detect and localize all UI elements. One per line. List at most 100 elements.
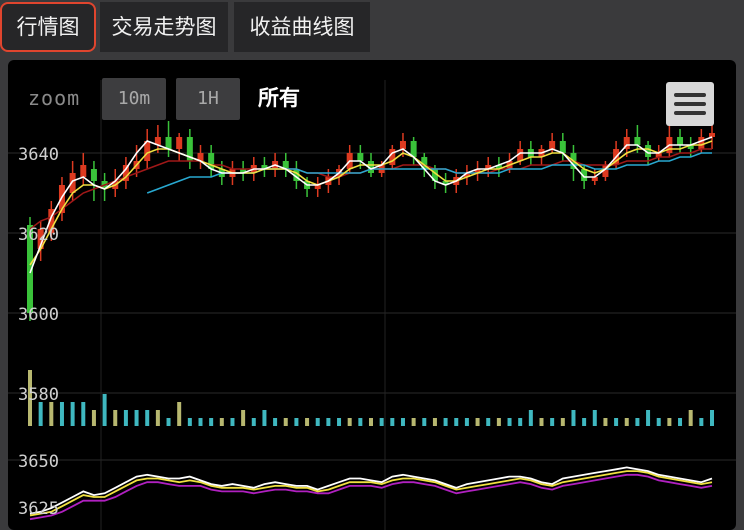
candles-group xyxy=(27,121,715,321)
candle-body xyxy=(559,141,566,153)
volume-bar xyxy=(38,402,43,426)
candle-body xyxy=(154,137,161,145)
volume-bar xyxy=(454,418,459,426)
candle-body xyxy=(58,185,65,213)
candle-body xyxy=(368,161,374,173)
volume-bar xyxy=(251,418,256,426)
candle-body xyxy=(581,169,588,181)
volume-bar xyxy=(475,418,480,426)
volume-bar xyxy=(358,418,363,426)
zoom-all-button[interactable]: 所有 xyxy=(258,86,300,110)
volume-bar xyxy=(198,418,203,426)
volume-bar xyxy=(283,418,288,426)
candle-body xyxy=(677,137,684,145)
volume-bar xyxy=(592,410,597,426)
candle-body xyxy=(90,169,97,181)
volume-bar xyxy=(166,418,171,426)
candle-body xyxy=(261,165,268,169)
volume-bar xyxy=(145,410,150,426)
candle-body xyxy=(645,145,652,157)
volume-bar xyxy=(305,418,310,426)
volume-bar xyxy=(432,418,437,426)
volume-bar xyxy=(496,418,501,426)
candle-body xyxy=(709,133,715,137)
volume-bar xyxy=(294,418,299,426)
volume-bar xyxy=(390,418,395,426)
volume-bar xyxy=(369,418,373,426)
volume-bar xyxy=(49,402,54,426)
zoom-label: zoom xyxy=(28,86,81,110)
volume-bar xyxy=(91,410,96,426)
volume-bar xyxy=(635,418,640,426)
tab-market-chart[interactable]: 行情图 xyxy=(0,2,96,52)
volume-bar xyxy=(262,410,267,426)
candle-body xyxy=(634,137,641,145)
tab-bar: 行情图 交易走势图 收益曲线图 xyxy=(0,0,744,54)
volume-bar xyxy=(560,418,565,426)
candle-body xyxy=(186,137,193,161)
volume-bar xyxy=(241,410,246,426)
candle-body xyxy=(442,181,449,185)
volume-bar xyxy=(539,418,544,426)
candle-body xyxy=(208,153,215,169)
volume-bar xyxy=(507,418,512,426)
candle-body xyxy=(549,141,556,149)
candle-body xyxy=(421,157,428,169)
candle-body xyxy=(122,165,129,181)
indicator-purple-line xyxy=(29,473,713,521)
volume-bar xyxy=(113,410,118,426)
candle-body xyxy=(293,169,300,181)
volume-bar xyxy=(102,394,107,426)
candle-body xyxy=(197,153,204,161)
candlestick-chart[interactable]: 3640 3620 3600 3580 3650 3625 xyxy=(8,60,736,530)
tab-profit-curve[interactable]: 收益曲线图 xyxy=(234,2,370,52)
candle-body xyxy=(495,165,502,169)
tab-trade-trend[interactable]: 交易走势图 xyxy=(100,2,228,52)
volume-bar xyxy=(28,370,32,426)
candle-body xyxy=(485,165,492,169)
volume-bar xyxy=(571,410,576,426)
candle-body xyxy=(463,173,470,177)
volume-bar xyxy=(582,418,587,426)
volume-bar xyxy=(59,402,64,426)
volume-bar xyxy=(273,418,278,426)
volume-bars xyxy=(28,370,714,426)
volume-bar xyxy=(347,418,352,426)
volume-bar xyxy=(315,418,320,426)
candle-body xyxy=(357,153,364,161)
candle-body xyxy=(69,173,76,193)
volume-bar xyxy=(177,402,182,426)
volume-bar xyxy=(518,418,523,426)
volume-bar xyxy=(688,410,693,426)
zoom-1h-button[interactable]: 1H xyxy=(176,78,240,120)
volume-bar xyxy=(603,418,608,426)
volume-bar xyxy=(123,410,128,426)
indicator-tick-label: 3625 xyxy=(18,499,59,519)
volume-bar xyxy=(337,418,342,426)
volume-bar xyxy=(411,418,416,426)
indicator-lines xyxy=(29,466,713,521)
volume-bar xyxy=(155,410,160,426)
candle-body xyxy=(48,209,55,233)
candle-body xyxy=(399,141,406,149)
volume-bar xyxy=(81,402,86,426)
volume-bar xyxy=(379,418,384,426)
volume-bar xyxy=(550,418,555,426)
volume-bar xyxy=(614,418,619,426)
volume-bar xyxy=(209,418,214,426)
volume-bar xyxy=(134,410,139,426)
volume-bar xyxy=(646,410,651,426)
volume-bar xyxy=(528,410,533,426)
moving-average-lines xyxy=(29,136,713,274)
volume-bar xyxy=(678,418,683,426)
volume-bar xyxy=(422,418,427,426)
volume-bar xyxy=(219,418,224,426)
candle-body xyxy=(410,141,417,157)
price-tick-label: 3600 xyxy=(18,305,59,325)
hamburger-menu-icon[interactable] xyxy=(666,82,714,126)
candle-body xyxy=(655,153,662,157)
candle-body xyxy=(602,165,609,177)
zoom-10m-button[interactable]: 10m xyxy=(102,78,166,120)
volume-bar xyxy=(443,418,448,426)
price-tick-label: 3620 xyxy=(18,225,59,245)
